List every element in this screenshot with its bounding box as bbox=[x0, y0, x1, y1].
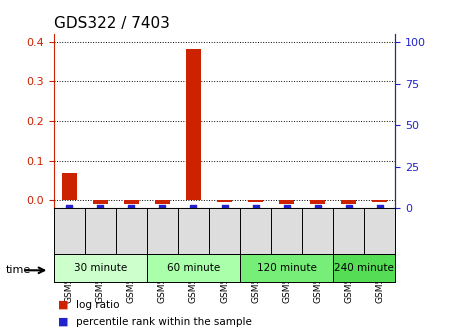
Point bbox=[283, 205, 290, 211]
Bar bbox=[333, 254, 395, 282]
Text: 240 minute: 240 minute bbox=[334, 263, 394, 273]
Point bbox=[221, 205, 228, 211]
Text: log ratio: log ratio bbox=[76, 300, 120, 310]
Point bbox=[314, 205, 321, 211]
Point bbox=[97, 205, 104, 211]
Bar bbox=[217, 200, 232, 202]
Text: ■: ■ bbox=[58, 300, 69, 310]
Point bbox=[376, 205, 383, 211]
Text: 120 minute: 120 minute bbox=[257, 263, 317, 273]
Point bbox=[345, 205, 352, 211]
Point bbox=[128, 205, 135, 211]
Point bbox=[252, 205, 259, 211]
Bar bbox=[372, 200, 387, 202]
Text: time: time bbox=[5, 265, 31, 276]
Point bbox=[190, 205, 197, 211]
Bar bbox=[341, 200, 357, 204]
Text: ■: ■ bbox=[58, 317, 69, 327]
Bar bbox=[123, 200, 139, 204]
Bar bbox=[155, 200, 170, 204]
Bar bbox=[54, 254, 147, 282]
Bar bbox=[92, 200, 108, 204]
Point bbox=[159, 205, 166, 211]
Text: 30 minute: 30 minute bbox=[74, 263, 127, 273]
Bar bbox=[240, 254, 333, 282]
Bar bbox=[186, 49, 201, 200]
Text: 60 minute: 60 minute bbox=[167, 263, 220, 273]
Text: percentile rank within the sample: percentile rank within the sample bbox=[76, 317, 252, 327]
Bar bbox=[62, 173, 77, 200]
Point bbox=[66, 205, 73, 211]
Bar bbox=[147, 254, 240, 282]
Bar bbox=[248, 200, 263, 202]
Bar bbox=[310, 200, 326, 204]
Bar bbox=[279, 200, 294, 204]
Text: GDS322 / 7403: GDS322 / 7403 bbox=[54, 16, 170, 31]
